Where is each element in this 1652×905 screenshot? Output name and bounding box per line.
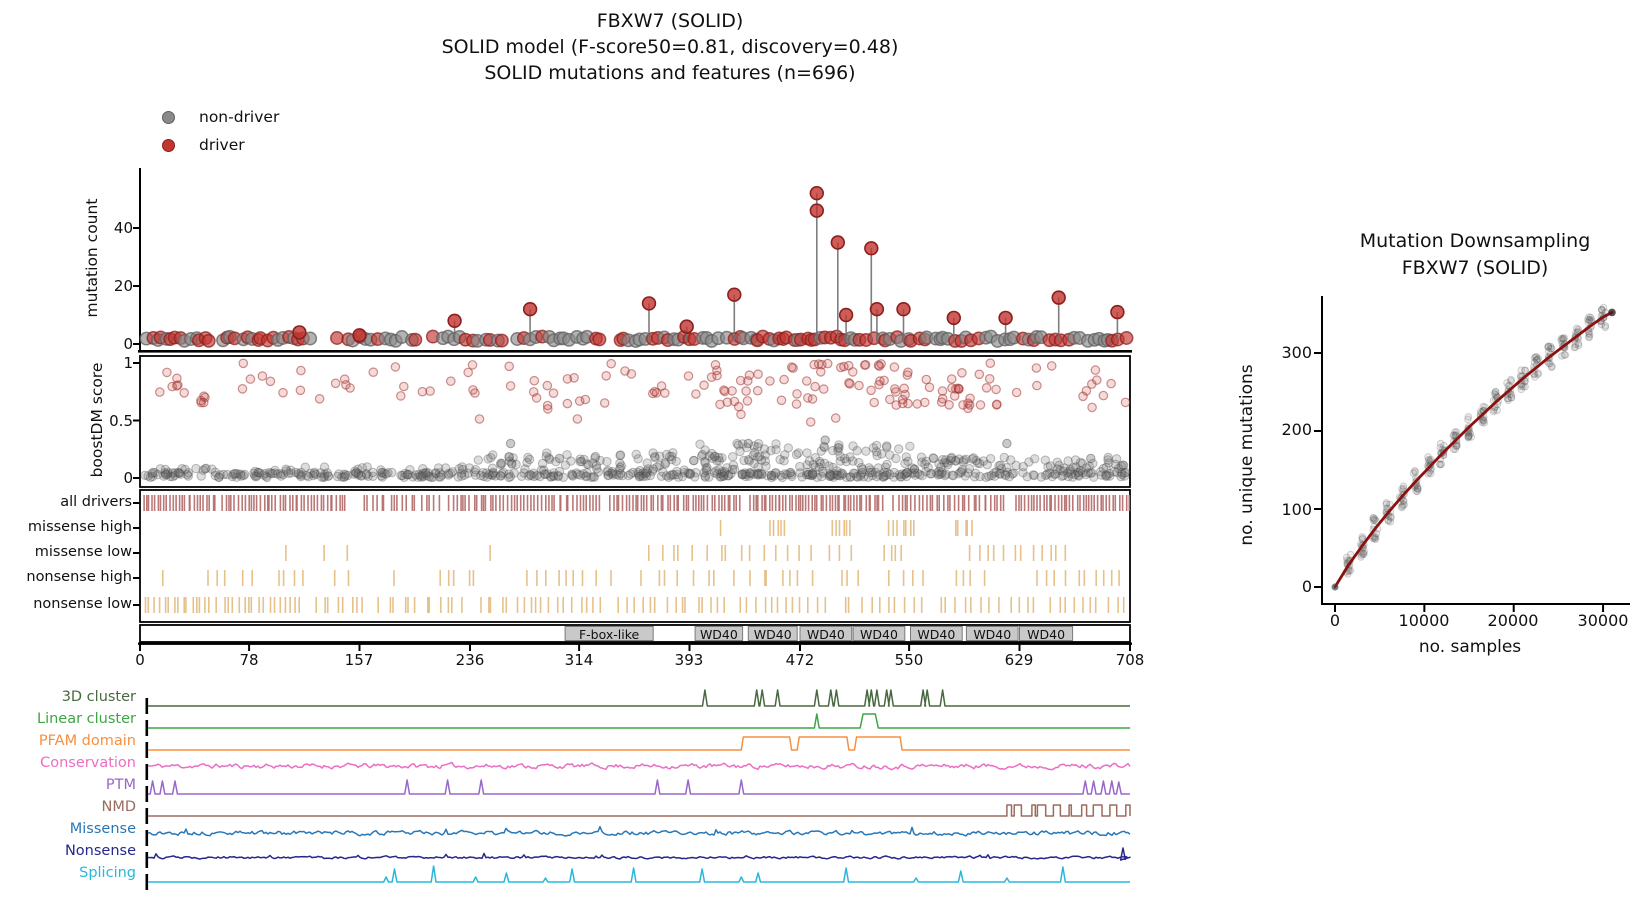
- xaxis-tick-629: 629: [1004, 651, 1034, 669]
- xaxis-tick-157: 157: [344, 651, 374, 669]
- downsampling-ylabel: no. unique mutations: [1237, 364, 1257, 546]
- xaxis-tick-472: 472: [785, 651, 815, 669]
- feature-label-3d-cluster: 3D cluster: [61, 689, 136, 705]
- track-label-nonsense-high: nonsense high: [26, 569, 132, 585]
- needle-ytick-0: 0: [123, 335, 133, 353]
- domain-label-wd40-4: WD40: [860, 627, 898, 642]
- legend-item-driver: driver: [162, 131, 279, 159]
- domain-track: [139, 624, 1131, 643]
- needle-ytick-40: 40: [113, 219, 133, 237]
- downsampling-xtick-30000: 30000: [1577, 611, 1629, 630]
- track-label-all-drivers: all drivers: [60, 494, 132, 510]
- feature-label-missense: Missense: [69, 821, 136, 837]
- feature-label-nonsense: Nonsense: [64, 843, 136, 859]
- feature-label-linear-cluster: Linear cluster: [37, 711, 136, 727]
- domain-label-wd40-6: WD40: [973, 627, 1012, 642]
- feature-label-ptm: PTM: [105, 777, 136, 793]
- downsampling-title-line1: Mutation Downsampling: [1359, 230, 1591, 252]
- domain-label-wd40-2: WD40: [753, 627, 792, 642]
- driver-dot-icon: [162, 138, 175, 152]
- downsampling-ytick-200: 200: [1281, 420, 1312, 439]
- legend: non-driver driver: [162, 103, 279, 159]
- downsampling-plot: [1314, 296, 1630, 612]
- downsampling-xtick-10000: 10000: [1398, 611, 1450, 630]
- xaxis-tick-236: 236: [455, 651, 485, 669]
- domain-label-fbox: F-box-like: [578, 627, 640, 642]
- boostdm-ytick-0: 0: [123, 469, 133, 487]
- downsampling-ytick-300: 300: [1281, 343, 1312, 362]
- feature-label-splicing: Splicing: [79, 865, 136, 881]
- needle-plot: [133, 168, 1134, 353]
- main-title: FBXW7 (SOLID) SOLID model (F-score50=0.8…: [140, 8, 1200, 86]
- feature-label-pfam-domain: PFAM domain: [38, 733, 136, 749]
- track-label-nonsense-low: nonsense low: [33, 596, 132, 612]
- downsampling-ytick-100: 100: [1281, 500, 1312, 519]
- domain-label-wd40-3: WD40: [806, 627, 845, 642]
- downsampling-xlabel: no. samples: [1418, 637, 1522, 657]
- main-title-line1: FBXW7 (SOLID): [596, 10, 744, 32]
- downsampling-ytick-0: 0: [1301, 577, 1312, 596]
- non-driver-dot-icon: [162, 110, 175, 124]
- track-label-missense-low: missense low: [34, 544, 132, 560]
- legend-label-non-driver: non-driver: [199, 108, 280, 126]
- boostdm-panel: [133, 355, 1131, 488]
- legend-item-non-driver: non-driver: [162, 103, 279, 131]
- downsampling-title: Mutation Downsampling FBXW7 (SOLID): [1290, 228, 1652, 282]
- boostdm-ytick-05: 0.5: [109, 412, 133, 430]
- xaxis-tick-314: 314: [564, 651, 594, 669]
- main-title-line3: SOLID mutations and features (n=696): [484, 62, 856, 84]
- xaxis-tick-550: 550: [894, 651, 924, 669]
- xaxis-tick-78: 78: [239, 651, 259, 669]
- domain-label-wd40-7: WD40: [1027, 627, 1066, 642]
- consequence-raster: [133, 489, 1131, 623]
- feature-label-nmd: NMD: [101, 799, 136, 815]
- domain-label-wd40-5: WD40: [917, 627, 956, 642]
- downsampling-xtick-20000: 20000: [1487, 611, 1539, 630]
- xaxis-tick-708: 708: [1115, 651, 1145, 669]
- boostdm-ytick-1: 1: [123, 354, 133, 372]
- xaxis-tick-393: 393: [674, 651, 704, 669]
- domain-label-wd40-1: WD40: [699, 627, 738, 642]
- xaxis-tick-0: 0: [135, 651, 145, 669]
- feature-label-conservation: Conservation: [40, 755, 136, 771]
- feature-tracks: [145, 689, 1131, 890]
- main-title-line2: SOLID model (F-score50=0.81, discovery=0…: [441, 36, 899, 58]
- protein-xaxis: [138, 642, 1132, 651]
- legend-label-driver: driver: [199, 136, 245, 154]
- needle-ytick-20: 20: [113, 277, 133, 295]
- downsampling-xtick-0: 0: [1329, 611, 1341, 630]
- downsampling-title-line2: FBXW7 (SOLID): [1401, 257, 1549, 279]
- track-label-missense-high: missense high: [27, 519, 132, 535]
